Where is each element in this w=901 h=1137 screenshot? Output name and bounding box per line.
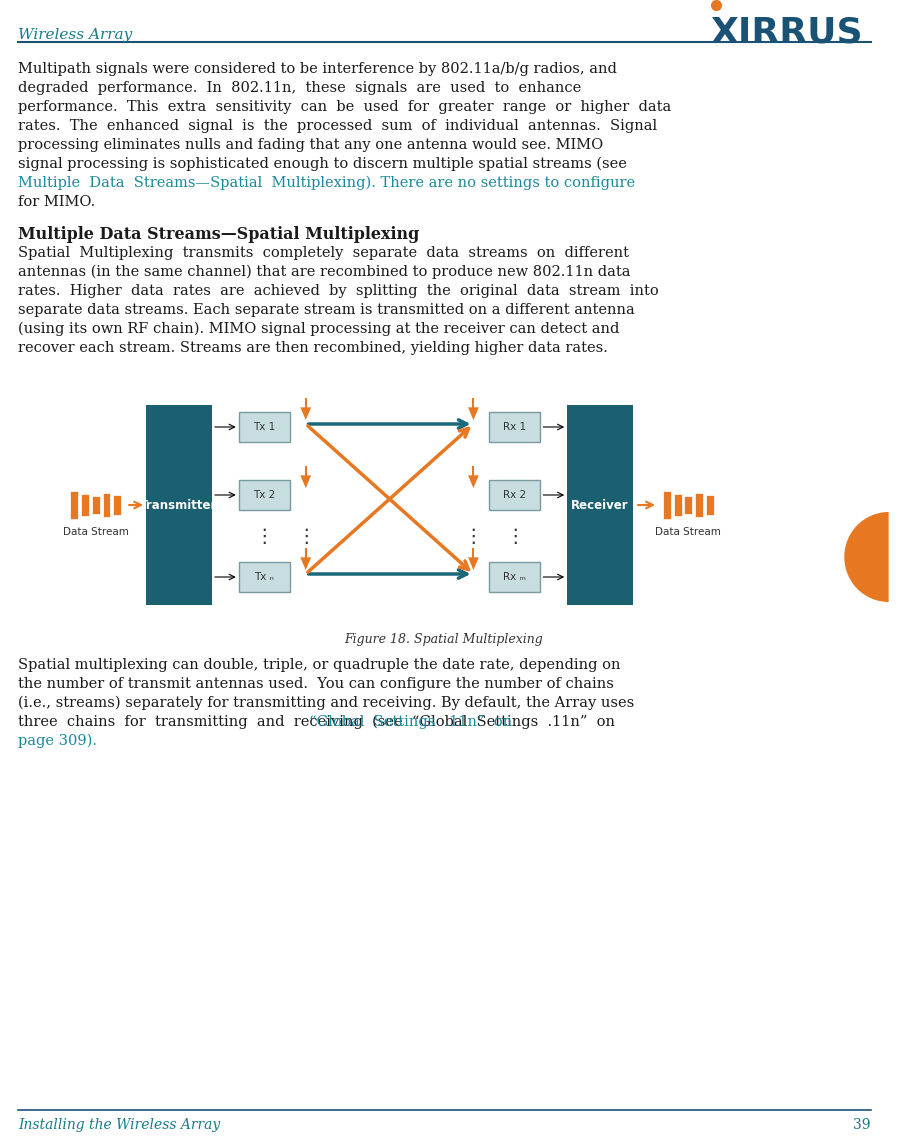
Text: recover each stream. Streams are then recombined, yielding higher data rates.: recover each stream. Streams are then re… [18, 341, 607, 355]
Text: 39: 39 [853, 1118, 871, 1132]
Polygon shape [468, 557, 479, 571]
Text: processing eliminates nulls and fading that any one antenna would see. MIMO: processing eliminates nulls and fading t… [18, 138, 603, 152]
Text: Figure 18. Spatial Multiplexing: Figure 18. Spatial Multiplexing [344, 633, 543, 646]
Text: Data Stream: Data Stream [63, 528, 129, 537]
Bar [706, 495, 714, 515]
Text: Spatial  Multiplexing  transmits  completely  separate  data  streams  on  diffe: Spatial Multiplexing transmits completel… [18, 246, 629, 260]
Text: Rx 1: Rx 1 [504, 422, 526, 432]
Text: Rx 2: Rx 2 [504, 490, 526, 500]
Bar [239, 562, 290, 592]
Text: Tx 2: Tx 2 [253, 490, 276, 500]
Polygon shape [300, 475, 312, 489]
Text: Receiver: Receiver [571, 498, 629, 512]
Text: degraded  performance.  In  802.11n,  these  signals  are  used  to  enhance: degraded performance. In 802.11n, these … [18, 81, 581, 96]
Polygon shape [468, 475, 479, 489]
Bar [685, 496, 692, 514]
Text: separate data streams. Each separate stream is transmitted on a different antenn: separate data streams. Each separate str… [18, 302, 634, 317]
Bar [146, 405, 212, 605]
Text: Tx ₙ: Tx ₙ [254, 572, 274, 582]
Polygon shape [300, 407, 312, 421]
Text: the number of transmit antennas used.  You can configure the number of chains: the number of transmit antennas used. Yo… [18, 677, 614, 691]
Text: page 309).: page 309). [18, 735, 96, 748]
Bar [70, 491, 77, 518]
Text: Multiple Data Streams—Spatial Multiplexing: Multiple Data Streams—Spatial Multiplexi… [18, 226, 419, 243]
Bar [663, 491, 670, 518]
Text: Data Stream: Data Stream [656, 528, 722, 537]
Text: XIRRUS: XIRRUS [710, 15, 863, 49]
Text: three  chains  for  transmitting  and  receiving  (see  “Global  Settings  .11n”: three chains for transmitting and receiv… [18, 715, 614, 730]
Text: Multipath signals were considered to be interference by 802.11a/b/g radios, and: Multipath signals were considered to be … [18, 63, 616, 76]
Bar [114, 495, 122, 515]
Wedge shape [844, 512, 888, 601]
Bar [567, 405, 633, 605]
Text: rates.  Higher  data  rates  are  achieved  by  splitting  the  original  data  : rates. Higher data rates are achieved by… [18, 284, 659, 298]
Bar [489, 480, 541, 511]
Bar [81, 493, 89, 516]
Bar [239, 480, 290, 511]
Bar [489, 412, 541, 442]
Bar [239, 412, 290, 442]
Text: ⋮: ⋮ [464, 526, 483, 546]
Text: Tx 1: Tx 1 [253, 422, 276, 432]
Polygon shape [468, 407, 479, 421]
Text: antennas (in the same channel) that are recombined to produce new 802.11n data: antennas (in the same channel) that are … [18, 265, 631, 280]
Bar [674, 493, 681, 516]
Text: Spatial multiplexing can double, triple, or quadruple the date rate, depending o: Spatial multiplexing can double, triple,… [18, 658, 620, 672]
Text: rates.  The  enhanced  signal  is  the  processed  sum  of  individual  antennas: rates. The enhanced signal is the proces… [18, 119, 657, 133]
Text: ⋮: ⋮ [255, 526, 274, 546]
Polygon shape [300, 557, 312, 571]
Bar [696, 493, 703, 517]
Text: (i.e., streams) separately for transmitting and receiving. By default, the Array: (i.e., streams) separately for transmitt… [18, 696, 634, 711]
Text: (using its own RF chain). MIMO signal processing at the receiver can detect and: (using its own RF chain). MIMO signal pr… [18, 322, 619, 337]
Text: Multiple  Data  Streams—Spatial  Multiplexing). There are no settings to configu: Multiple Data Streams—Spatial Multiplexi… [18, 176, 635, 190]
Bar [103, 493, 111, 517]
Text: ⋮: ⋮ [505, 526, 524, 546]
Text: Wireless Array: Wireless Array [18, 28, 132, 42]
Text: ⋮: ⋮ [296, 526, 315, 546]
Text: signal processing is sophisticated enough to discern multiple spatial streams (s: signal processing is sophisticated enoug… [18, 157, 626, 172]
Text: performance.  This  extra  sensitivity  can  be  used  for  greater  range  or  : performance. This extra sensitivity can … [18, 100, 671, 114]
Bar [489, 562, 541, 592]
Text: Transmitter: Transmitter [141, 498, 218, 512]
Text: Installing the Wireless Array: Installing the Wireless Array [18, 1118, 220, 1132]
Text: “Global  Settings  .11n”  on: “Global Settings .11n” on [309, 715, 512, 729]
Text: Rx ₘ: Rx ₘ [504, 572, 526, 582]
Bar [92, 496, 100, 514]
Text: for MIMO.: for MIMO. [18, 196, 95, 209]
